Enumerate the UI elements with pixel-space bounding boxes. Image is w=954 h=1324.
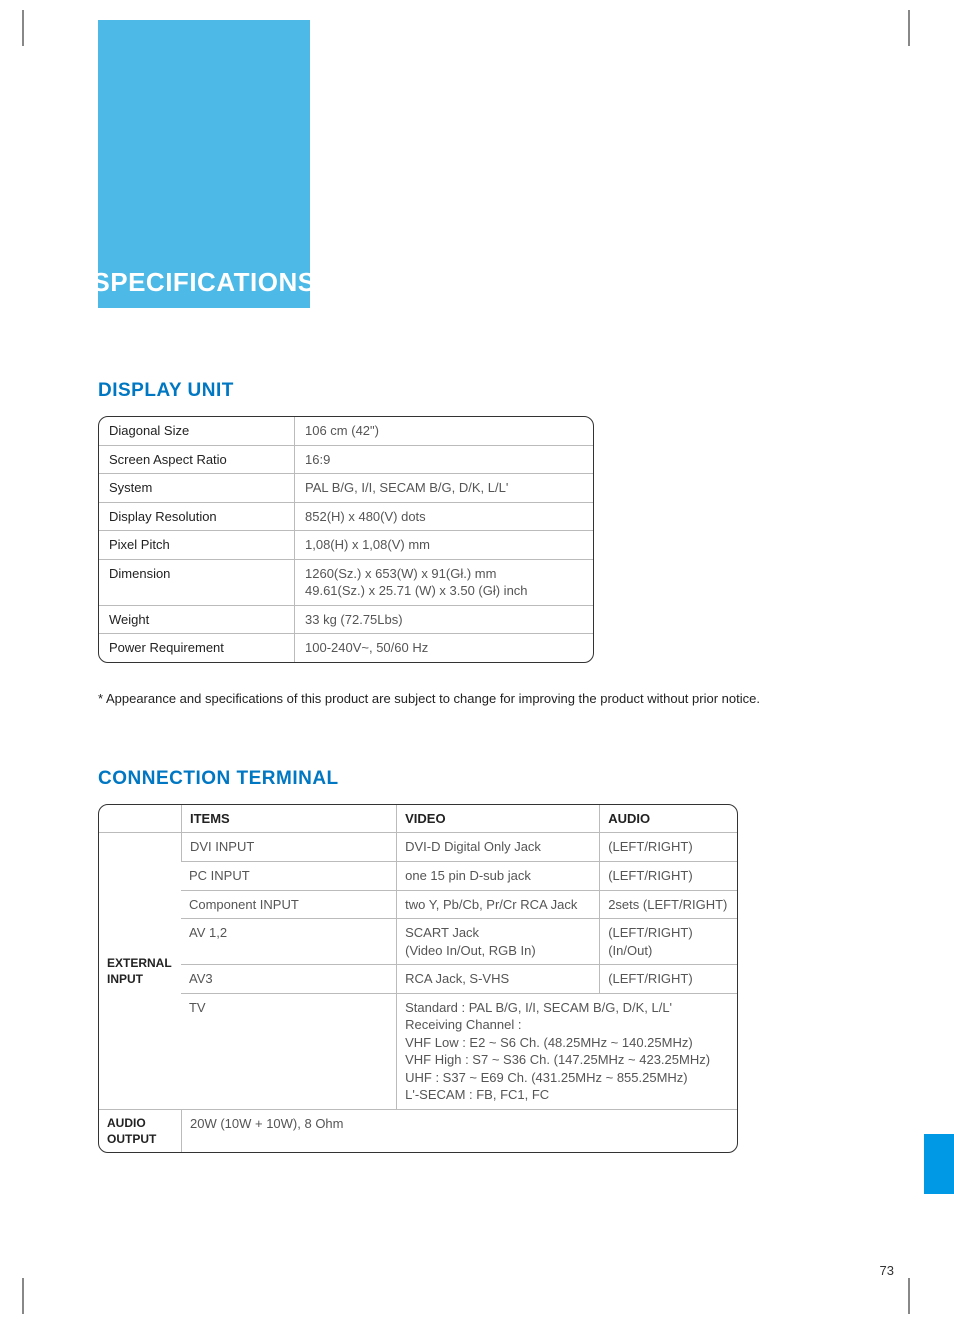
conn-video: one 15 pin D-sub jack xyxy=(396,861,599,890)
conn-items: Component INPUT xyxy=(181,890,396,919)
conn-audio-output-value: 20W (10W + 10W), 8 Ohm xyxy=(181,1109,737,1152)
conn-video-audio-merged: Standard : PAL B/G, I/I, SECAM B/G, D/K,… xyxy=(396,993,737,1109)
conn-items: AV 1,2 xyxy=(181,918,396,964)
conn-header-video: VIDEO xyxy=(396,805,599,833)
conn-video: SCART Jack (Video In/Out, RGB In) xyxy=(396,918,599,964)
conn-items: AV3 xyxy=(181,964,396,993)
header-block: SPECIFICATIONS xyxy=(98,20,310,308)
conn-audio: 2sets (LEFT/RIGHT) xyxy=(599,890,737,919)
edge-tab xyxy=(924,1134,954,1194)
crop-mark xyxy=(22,1278,24,1314)
spec-value: 852(H) x 480(V) dots xyxy=(295,502,593,531)
conn-items: PC INPUT xyxy=(181,861,396,890)
crop-mark xyxy=(908,1278,910,1314)
conn-header-blank xyxy=(99,805,181,833)
conn-header-items: ITEMS xyxy=(181,805,396,833)
conn-items: DVI INPUT xyxy=(181,832,396,861)
section-heading-connection: CONNECTION TERMINAL xyxy=(98,768,840,790)
conn-header-audio: AUDIO xyxy=(599,805,737,833)
conn-video: two Y, Pb/Cb, Pr/Cr RCA Jack xyxy=(396,890,599,919)
spec-value: 1260(Sz.) x 653(W) x 91(Gł.) mm 49.61(Sz… xyxy=(295,559,593,605)
conn-rowhead-external: EXTERNAL INPUT xyxy=(99,832,181,1109)
section-heading-display-unit: DISPLAY UNIT xyxy=(98,380,840,402)
spec-value: 106 cm (42") xyxy=(295,417,593,445)
conn-audio: (LEFT/RIGHT) (In/Out) xyxy=(599,918,737,964)
conn-audio: (LEFT/RIGHT) xyxy=(599,832,737,861)
spec-label: Weight xyxy=(99,605,295,634)
connection-section: CONNECTION TERMINAL ITEMS VIDEO AUDIO EX… xyxy=(98,768,840,1153)
conn-video: DVI-D Digital Only Jack xyxy=(396,832,599,861)
spec-label: Power Requirement xyxy=(99,633,295,662)
spec-value: 33 kg (72.75Lbs) xyxy=(295,605,593,634)
spec-value: 16:9 xyxy=(295,445,593,474)
conn-audio: (LEFT/RIGHT) xyxy=(599,964,737,993)
spec-label: Pixel Pitch xyxy=(99,530,295,559)
spec-value: 1,08(H) x 1,08(V) mm xyxy=(295,530,593,559)
connection-table: ITEMS VIDEO AUDIO EXTERNAL INPUTDVI INPU… xyxy=(98,804,738,1153)
conn-items: TV xyxy=(181,993,396,1109)
spec-label: Display Resolution xyxy=(99,502,295,531)
conn-rowhead-audio-output: AUDIO OUTPUT xyxy=(99,1109,181,1152)
display-unit-footnote: * Appearance and specifications of this … xyxy=(98,691,840,706)
conn-video: RCA Jack, S-VHS xyxy=(396,964,599,993)
page-number: 73 xyxy=(880,1263,894,1278)
spec-value: PAL B/G, I/I, SECAM B/G, D/K, L/L' xyxy=(295,473,593,502)
spec-label: System xyxy=(99,473,295,502)
crop-mark xyxy=(908,10,910,46)
spec-label: Screen Aspect Ratio xyxy=(99,445,295,474)
display-unit-table: Diagonal Size106 cm (42")Screen Aspect R… xyxy=(98,416,594,663)
conn-audio: (LEFT/RIGHT) xyxy=(599,861,737,890)
spec-label: Dimension xyxy=(99,559,295,605)
crop-mark xyxy=(22,10,24,46)
header-title: SPECIFICATIONS xyxy=(92,267,315,298)
spec-value: 100-240V~, 50/60 Hz xyxy=(295,633,593,662)
page-content: DISPLAY UNIT Diagonal Size106 cm (42")Sc… xyxy=(98,380,840,1153)
spec-label: Diagonal Size xyxy=(99,417,295,445)
